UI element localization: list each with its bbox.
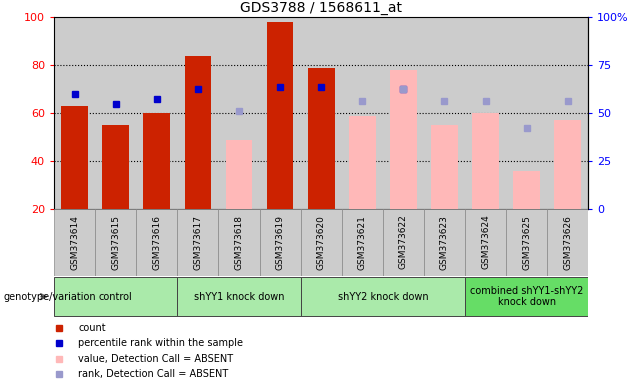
Bar xyxy=(218,209,259,276)
Text: count: count xyxy=(78,323,106,333)
Text: GSM373615: GSM373615 xyxy=(111,215,120,270)
Text: value, Detection Call = ABSENT: value, Detection Call = ABSENT xyxy=(78,354,233,364)
Bar xyxy=(383,209,424,276)
Bar xyxy=(184,56,211,209)
Bar xyxy=(144,113,170,209)
Text: shYY1 knock down: shYY1 knock down xyxy=(194,291,284,302)
Text: GSM373626: GSM373626 xyxy=(563,215,572,270)
Bar xyxy=(472,113,499,209)
Text: GSM373623: GSM373623 xyxy=(440,215,449,270)
Bar xyxy=(102,125,129,209)
Text: combined shYY1-shYY2
knock down: combined shYY1-shYY2 knock down xyxy=(470,286,583,308)
Bar xyxy=(61,106,88,209)
Text: GSM373616: GSM373616 xyxy=(152,215,162,270)
Text: GSM373620: GSM373620 xyxy=(317,215,326,270)
Bar xyxy=(54,209,95,276)
Bar xyxy=(95,209,136,276)
Bar xyxy=(54,277,177,316)
Text: genotype/variation: genotype/variation xyxy=(3,291,96,302)
Text: GSM373624: GSM373624 xyxy=(481,215,490,270)
Text: GSM373622: GSM373622 xyxy=(399,215,408,270)
Bar xyxy=(349,116,376,209)
Text: GSM373619: GSM373619 xyxy=(275,215,284,270)
Bar xyxy=(301,277,465,316)
Bar xyxy=(177,277,301,316)
Bar xyxy=(308,68,335,209)
Bar xyxy=(342,209,383,276)
Bar xyxy=(465,209,506,276)
Bar xyxy=(431,125,458,209)
Text: GSM373625: GSM373625 xyxy=(522,215,531,270)
Bar xyxy=(424,209,465,276)
Bar xyxy=(301,209,342,276)
Bar xyxy=(513,171,540,209)
Text: GSM373614: GSM373614 xyxy=(70,215,79,270)
Title: GDS3788 / 1568611_at: GDS3788 / 1568611_at xyxy=(240,1,402,15)
Text: percentile rank within the sample: percentile rank within the sample xyxy=(78,338,243,348)
Text: GSM373621: GSM373621 xyxy=(358,215,367,270)
Bar xyxy=(547,209,588,276)
Text: GSM373617: GSM373617 xyxy=(193,215,202,270)
Bar xyxy=(266,22,293,209)
Text: shYY2 knock down: shYY2 knock down xyxy=(338,291,428,302)
Bar xyxy=(177,209,218,276)
Text: rank, Detection Call = ABSENT: rank, Detection Call = ABSENT xyxy=(78,369,228,379)
Bar xyxy=(506,209,547,276)
Bar xyxy=(259,209,301,276)
Text: control: control xyxy=(99,291,132,302)
Bar xyxy=(226,140,252,209)
Bar xyxy=(555,121,581,209)
Text: GSM373618: GSM373618 xyxy=(235,215,244,270)
Bar xyxy=(465,277,588,316)
Bar xyxy=(136,209,177,276)
Bar xyxy=(390,70,417,209)
